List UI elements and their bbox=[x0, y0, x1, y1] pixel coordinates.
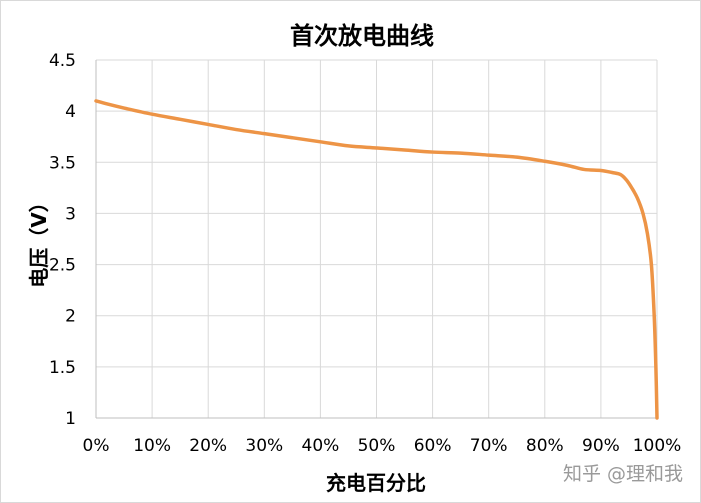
y-tick-label: 2.5 bbox=[49, 256, 76, 276]
x-tick-label: 60% bbox=[414, 436, 452, 456]
y-tick-label: 4 bbox=[65, 102, 76, 122]
x-tick-label: 40% bbox=[302, 436, 340, 456]
y-tick-label: 3 bbox=[65, 204, 76, 224]
x-tick-label: 0% bbox=[83, 436, 110, 456]
watermark: 知乎 @理和我 bbox=[563, 463, 683, 485]
x-tick-label: 50% bbox=[358, 436, 396, 456]
y-tick-label: 1 bbox=[65, 409, 76, 429]
x-tick-label: 30% bbox=[245, 436, 283, 456]
y-tick-label: 4.5 bbox=[49, 51, 76, 71]
x-tick-label: 10% bbox=[133, 436, 171, 456]
x-tick-label: 90% bbox=[582, 436, 620, 456]
y-tick-label: 1.5 bbox=[49, 358, 76, 378]
series-line-0 bbox=[94, 99, 659, 420]
y-axis-title: 电压（V） bbox=[27, 192, 51, 287]
x-tick-label: 20% bbox=[189, 436, 227, 456]
x-tick-labels: 0% 10% 20% 30% 40% 50% 60% 70% 80% 90% 100% bbox=[83, 436, 682, 456]
x-tick-label: 70% bbox=[470, 436, 508, 456]
y-tick-label: 3.5 bbox=[49, 153, 76, 173]
axes bbox=[95, 60, 657, 419]
x-tick-label: 80% bbox=[526, 436, 564, 456]
x-tick-label: 100% bbox=[633, 436, 682, 456]
x-axis-title: 充电百分比 bbox=[326, 471, 426, 495]
gridlines bbox=[96, 59, 658, 418]
chart-title: 首次放电曲线 bbox=[290, 22, 434, 50]
series-layer bbox=[94, 99, 659, 420]
y-tick-labels: 1 1.5 2 2.5 3 3.5 4 4.5 bbox=[49, 51, 76, 429]
y-tick-label: 2 bbox=[65, 307, 76, 327]
